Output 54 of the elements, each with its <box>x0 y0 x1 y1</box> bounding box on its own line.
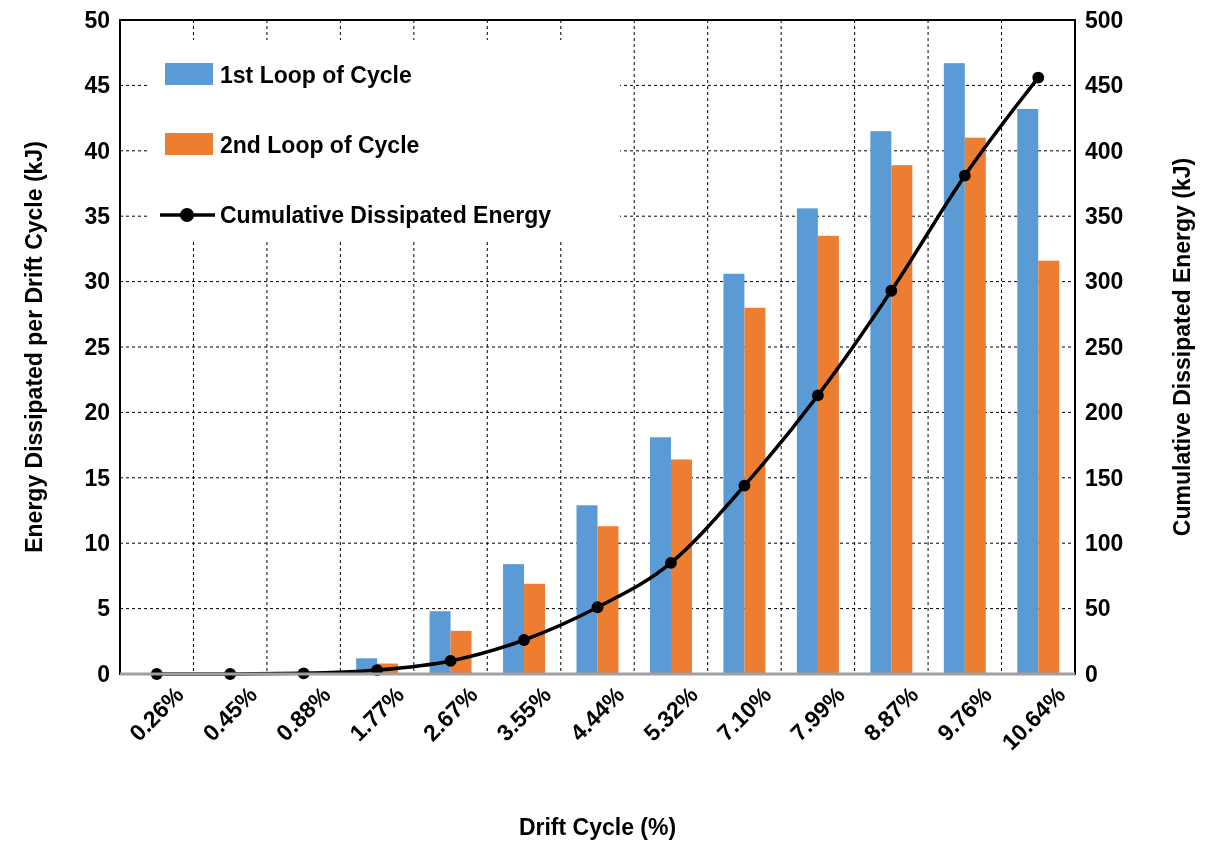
bar <box>670 459 692 674</box>
point <box>665 556 677 569</box>
y-tick-label: 0 <box>97 660 110 687</box>
bar <box>649 437 671 674</box>
bar <box>744 307 766 674</box>
bar <box>870 131 892 674</box>
y2-tick-label: 150 <box>1085 464 1124 491</box>
y2-tick-label: 250 <box>1085 333 1124 360</box>
bar <box>723 273 745 674</box>
legend-label: Cumulative Dissipated Energy <box>220 202 552 228</box>
bar <box>576 505 598 674</box>
y-tick-label: 45 <box>84 72 111 99</box>
point <box>591 601 604 614</box>
point <box>958 169 971 182</box>
bar <box>817 235 839 674</box>
y-axis-title: Energy Dissipated per Drift Cycle (kJ) <box>21 141 47 553</box>
bar <box>796 208 818 674</box>
point <box>811 389 824 402</box>
y2-tick-label: 0 <box>1085 660 1098 687</box>
y2-tick-label: 450 <box>1085 72 1124 99</box>
y-tick-label: 15 <box>84 464 111 491</box>
point <box>518 634 530 646</box>
point <box>738 479 751 492</box>
y-tick-label: 25 <box>84 333 111 360</box>
y-tick-label: 20 <box>84 399 110 426</box>
legend-label: 1st Loop of Cycle <box>220 62 412 88</box>
y2-tick-label: 200 <box>1085 399 1124 426</box>
y2-tick-label: 100 <box>1085 530 1124 557</box>
bar <box>1017 108 1039 674</box>
y2-axis-title: Cumulative Dissipated Energy (kJ) <box>1169 157 1195 537</box>
bar <box>524 583 546 674</box>
y-tick-label: 40 <box>84 137 110 164</box>
x-axis-title: Drift Cycle (%) <box>518 814 677 840</box>
bar <box>503 564 525 674</box>
bar <box>429 611 451 674</box>
y-tick-label: 50 <box>84 6 110 33</box>
bar <box>964 137 986 674</box>
y2-tick-label: 400 <box>1085 137 1124 164</box>
y-tick-label: 35 <box>84 203 111 230</box>
bar <box>1038 260 1060 674</box>
point <box>444 655 457 667</box>
y-tick-label: 5 <box>97 595 111 622</box>
bar <box>597 526 619 674</box>
y2-tick-label: 350 <box>1085 203 1124 230</box>
legend-label: 2nd Loop of Cycle <box>220 132 420 158</box>
y2-tick-label: 500 <box>1085 6 1124 33</box>
bar <box>943 63 965 674</box>
point <box>885 284 898 297</box>
y-tick-label: 30 <box>84 268 110 295</box>
y2-tick-label: 50 <box>1085 595 1111 622</box>
y-tick-label: 10 <box>84 530 110 557</box>
point <box>1032 71 1045 84</box>
y2-tick-label: 300 <box>1085 268 1124 295</box>
bar <box>891 165 913 674</box>
